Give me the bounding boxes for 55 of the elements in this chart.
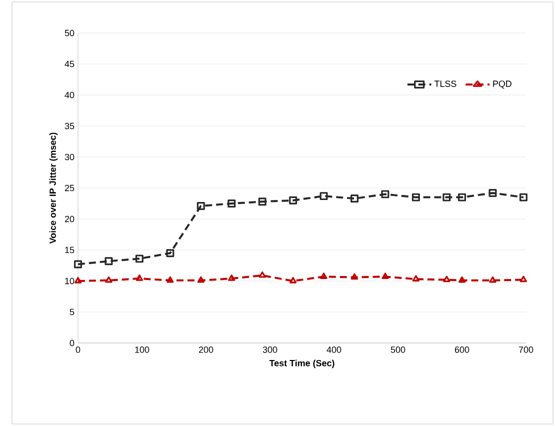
x-tick-label: 500 [390,346,406,353]
point [258,198,266,206]
point [197,276,204,283]
y-tick-label: 5 [70,308,74,316]
point [350,273,358,280]
point [74,277,82,284]
x-tick-label: 600 [454,346,470,353]
point [519,193,528,202]
point [289,196,298,204]
point [412,275,420,282]
point [228,200,236,208]
y-tick-label: 15 [65,246,74,254]
point [458,193,466,202]
point [166,276,174,283]
point [488,188,497,197]
point [74,260,82,268]
x-tick-label: 200 [198,346,214,353]
x-tick-label: 700 [518,346,534,353]
point [136,274,144,281]
y-tick-label: 20 [64,216,74,222]
point [381,190,390,198]
y-tick-label: 40 [64,92,74,98]
point [258,271,266,278]
point [135,254,144,263]
point [228,274,236,281]
y-tick-label: 50 [64,30,74,36]
point [350,194,358,203]
point [320,272,328,280]
x-tick-label: 100 [135,346,150,353]
y-axis-title: Voice over IP Jitter (msec) [49,132,58,244]
point [412,193,420,202]
point [520,276,528,282]
point [105,276,112,283]
y-tick-label: 30 [64,154,74,160]
point [196,202,205,210]
y-tick-label: 10 [65,278,74,284]
y-tick-label: 25 [64,184,74,192]
y-tick-label: 45 [64,60,74,68]
point [458,276,466,283]
point [443,276,450,282]
x-tick-label: 0 [76,346,80,353]
y-tick-label: 35 [64,122,74,130]
point [289,277,297,284]
x-axis-title: Test Time (Sec) [269,360,334,368]
point [320,192,328,200]
point [382,272,389,280]
y-tick-label: 0 [70,340,74,346]
legend-label: PQD [493,80,512,89]
legend-label: TLSS [434,80,456,87]
point [104,257,113,266]
point [489,276,496,283]
x-tick-label: 400 [326,346,342,353]
point [166,249,174,258]
point [442,193,451,202]
x-tick-label: 300 [262,346,278,353]
